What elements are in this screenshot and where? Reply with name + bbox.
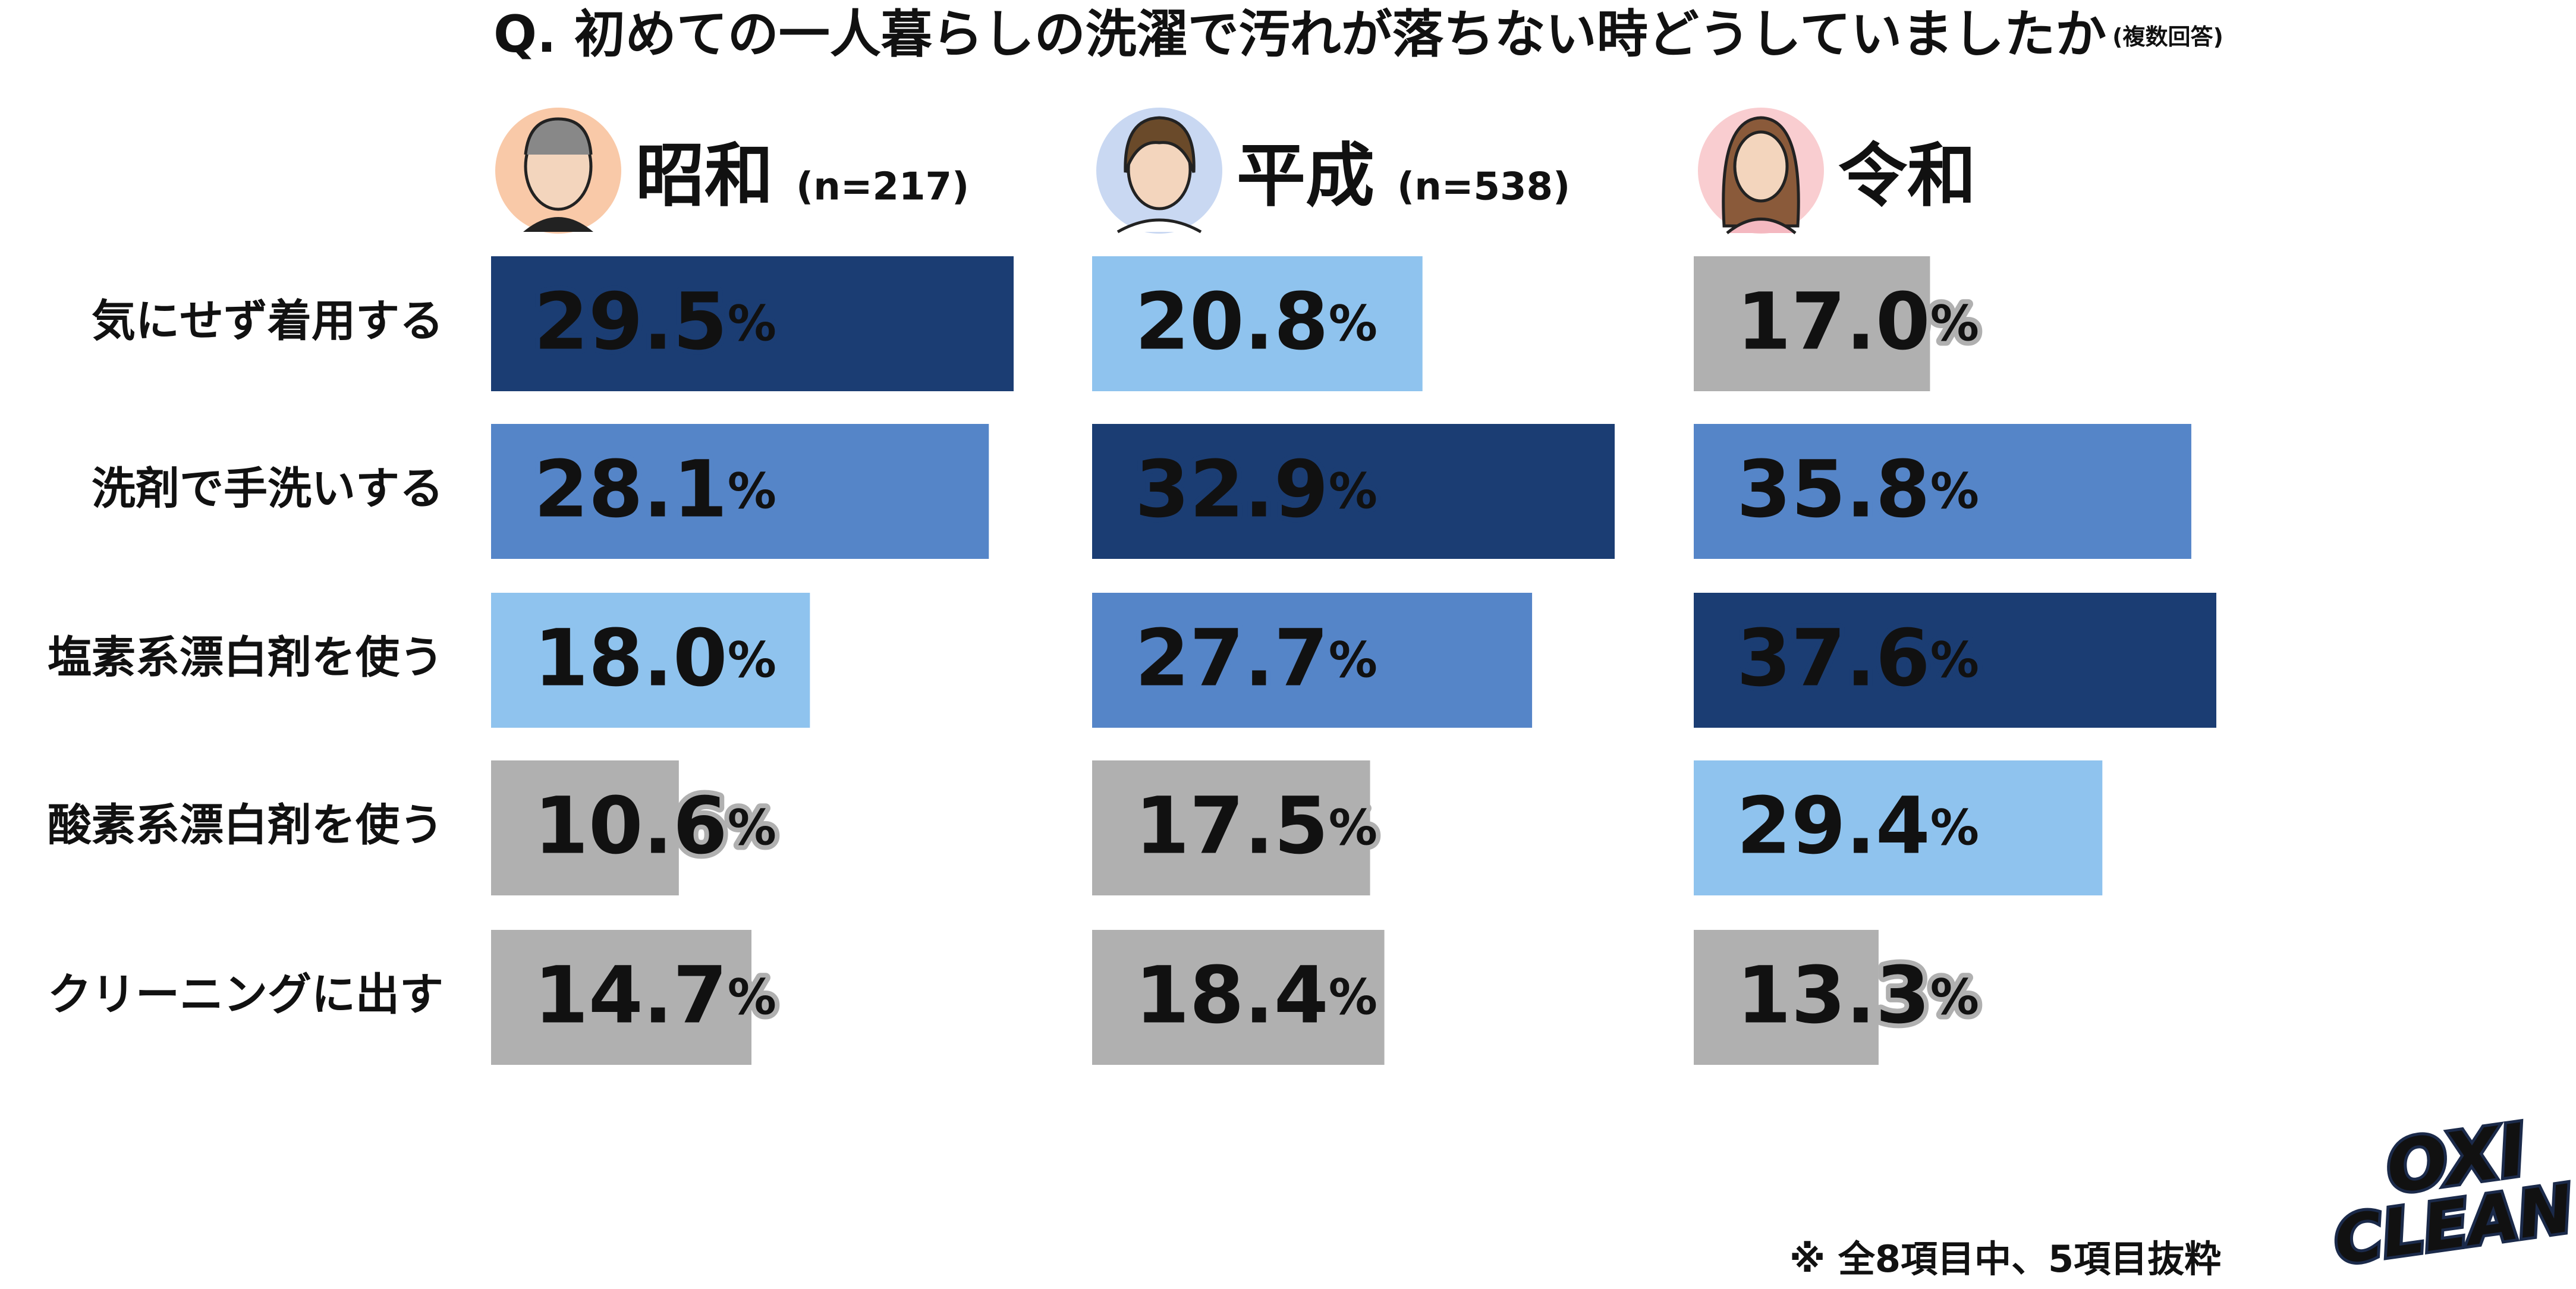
bar xyxy=(491,593,810,728)
bar xyxy=(1092,424,1615,559)
value-label: 17.0% xyxy=(1737,276,1979,368)
value-number: 13.3 xyxy=(1737,950,1930,1042)
value-unit: % xyxy=(1329,296,1377,353)
value-label: 29.5% xyxy=(534,276,776,368)
logo-text: CLEAN xyxy=(2329,1170,2576,1279)
value-number: 37.6 xyxy=(1737,613,1930,705)
value-label: 28.1% xyxy=(534,444,776,536)
bar xyxy=(1694,760,2103,895)
bar xyxy=(1694,930,1879,1065)
value-unit: % xyxy=(728,633,776,689)
title-text: Q. 初めての一人暮らしの洗濯で汚れが落ちない時どうしていましたか xyxy=(493,5,2106,64)
value-unit: % xyxy=(1329,633,1377,689)
logo: OXI CLEAN xyxy=(2326,1106,2576,1282)
bar xyxy=(1694,593,2216,728)
panel-subtitle: (n=538) xyxy=(1397,165,1570,209)
value-number: 10.6 xyxy=(534,781,728,872)
category-label: 酸素系漂白剤を使う xyxy=(48,800,444,851)
value-number: 29.4 xyxy=(1737,781,1930,872)
value-number: 28.1 xyxy=(534,444,728,536)
panel-subtitle: (n=217) xyxy=(796,165,969,209)
avatar xyxy=(1698,108,1824,234)
bar xyxy=(491,256,1014,391)
value-number: 29.5 xyxy=(534,276,728,368)
panel-title: 令和 xyxy=(1838,136,1976,216)
bar xyxy=(491,760,679,895)
value-label: 17.5% xyxy=(1135,781,1377,872)
avatar xyxy=(495,108,621,234)
bar xyxy=(1092,256,1423,391)
value-number: 17.0 xyxy=(1737,276,1930,368)
value-unit: % xyxy=(1930,970,1979,1026)
title-note: (複数回答) xyxy=(2112,24,2223,50)
value-unit: % xyxy=(728,970,776,1026)
panel-title: 平成 xyxy=(1237,136,1375,216)
value-label: 32.9% xyxy=(1135,444,1377,536)
value-unit: % xyxy=(1329,800,1377,857)
value-number: 20.8 xyxy=(1135,276,1329,368)
bar xyxy=(1092,930,1385,1065)
bar xyxy=(491,930,752,1065)
value-number: 18.4 xyxy=(1135,950,1329,1042)
category-label: 気にせず着用する xyxy=(92,295,444,347)
category-label: 洗剤で手洗いする xyxy=(92,463,444,514)
bar xyxy=(1694,424,2191,559)
page-title: Q. 初めての一人暮らしの洗濯で汚れが落ちない時どうしていましたか (複数回答) xyxy=(493,5,2223,64)
value-unit: % xyxy=(728,464,776,520)
value-unit: % xyxy=(1930,633,1979,689)
category-label: 塩素系漂白剤を使う xyxy=(48,632,444,683)
panel-title: 昭和 xyxy=(636,136,773,216)
value-label: 14.7% xyxy=(534,950,776,1042)
value-label: 10.6% xyxy=(534,781,776,872)
value-unit: % xyxy=(1930,800,1979,857)
value-number: 14.7 xyxy=(534,950,728,1042)
category-label: クリーニングに出す xyxy=(48,969,444,1020)
value-unit: % xyxy=(1329,464,1377,520)
bar xyxy=(491,424,989,559)
value-number: 27.7 xyxy=(1135,613,1329,705)
value-number: 18.0 xyxy=(534,613,728,705)
bar xyxy=(1092,593,1533,728)
footnote: ※ 全8項目中、5項目抜粋 xyxy=(1789,1237,2221,1281)
bar xyxy=(1694,256,1930,391)
avatar xyxy=(1096,108,1222,234)
value-unit: % xyxy=(1329,970,1377,1026)
bar xyxy=(1092,760,1370,895)
value-label: 18.0% xyxy=(534,613,776,705)
value-label: 29.4% xyxy=(1737,781,1979,872)
value-label: 35.8% xyxy=(1737,444,1979,536)
value-number: 17.5 xyxy=(1135,781,1329,872)
value-unit: % xyxy=(1930,464,1979,520)
value-unit: % xyxy=(728,800,776,857)
value-unit: % xyxy=(728,296,776,353)
value-label: 18.4% xyxy=(1135,950,1377,1042)
value-number: 35.8 xyxy=(1737,444,1930,536)
value-unit: % xyxy=(1930,296,1979,353)
value-number: 32.9 xyxy=(1135,444,1329,536)
value-label: 13.3% xyxy=(1737,950,1979,1042)
value-label: 20.8% xyxy=(1135,276,1377,368)
value-label: 37.6% xyxy=(1737,613,1979,705)
value-label: 27.7% xyxy=(1135,613,1377,705)
